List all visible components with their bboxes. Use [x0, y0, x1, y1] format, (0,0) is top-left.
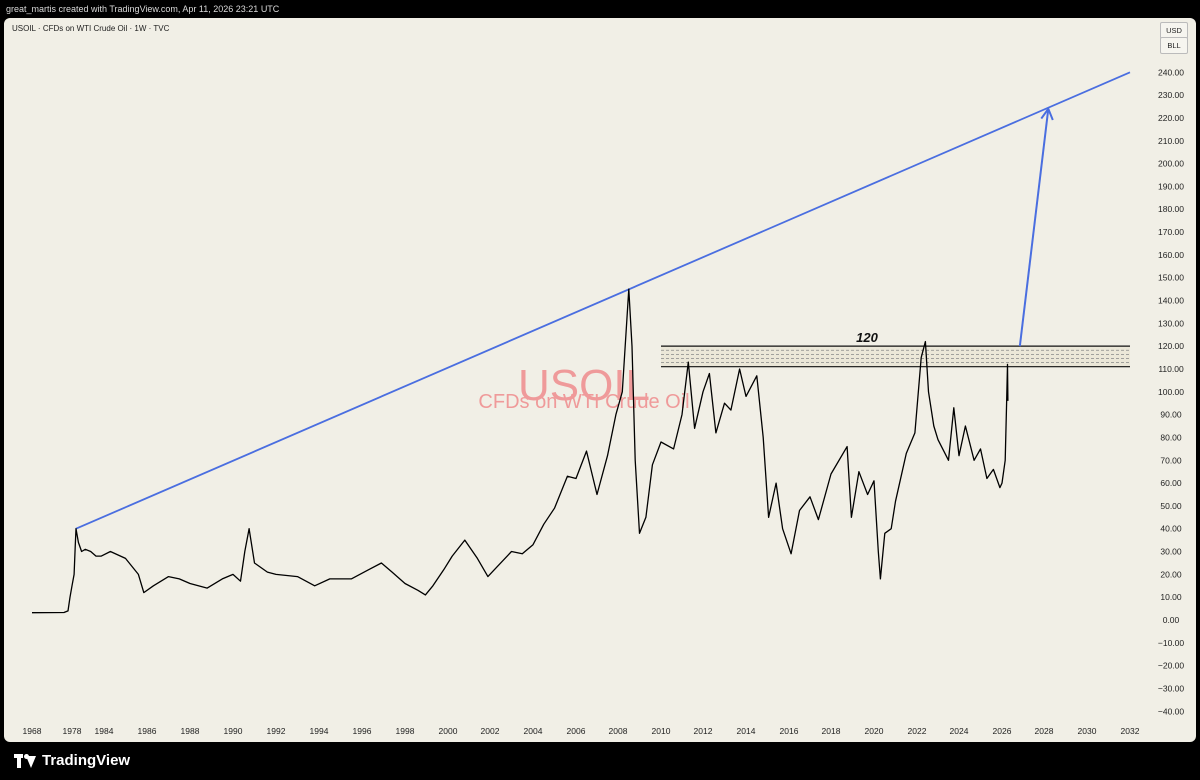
x-tick-label: 2020 — [865, 726, 884, 736]
y-tick-label: 210.00 — [1158, 136, 1184, 146]
projection-arrow-shaft — [1018, 108, 1050, 347]
x-tick-label: 1978 — [63, 726, 82, 736]
x-tick-label: 2010 — [652, 726, 671, 736]
attribution-text: great_martis created with TradingView.co… — [6, 4, 280, 14]
y-tick-label: 90.00 — [1160, 410, 1182, 420]
x-tick-label: 1968 — [23, 726, 42, 736]
x-tick-label: 2022 — [908, 726, 927, 736]
x-tick-label: 1984 — [95, 726, 114, 736]
x-tick-label: 2008 — [609, 726, 628, 736]
footer-bar: TradingView — [0, 742, 1200, 780]
y-tick-label: 240.00 — [1158, 67, 1184, 77]
y-tick-label: 220.00 — [1158, 113, 1184, 123]
y-tick-label: 150.00 — [1158, 273, 1184, 283]
y-tick-label: 70.00 — [1160, 455, 1182, 465]
y-tick-label: 30.00 — [1160, 547, 1182, 557]
x-tick-label: 2028 — [1035, 726, 1054, 736]
y-tick-label: 160.00 — [1158, 250, 1184, 260]
projection-arrow-head — [1040, 106, 1054, 121]
brand-name: TradingView — [42, 752, 131, 769]
y-tick-label: 40.00 — [1160, 524, 1182, 534]
y-tick-label: 190.00 — [1158, 181, 1184, 191]
x-tick-label: 2032 — [1121, 726, 1140, 736]
resistance-zone — [661, 346, 1130, 367]
x-tick-label: 1986 — [138, 726, 157, 736]
unit-button[interactable]: BLL — [1160, 37, 1188, 54]
y-tick-label: 180.00 — [1158, 204, 1184, 214]
y-tick-label: 60.00 — [1160, 478, 1182, 488]
y-tick-label: −30.00 — [1158, 683, 1185, 693]
x-tick-label: 1996 — [353, 726, 372, 736]
watermark-symbol: USOIL — [518, 361, 650, 410]
y-tick-label: 80.00 — [1160, 432, 1182, 442]
x-tick-label: 2014 — [737, 726, 756, 736]
tradingview-logo-icon — [14, 753, 36, 768]
y-tick-label: 130.00 — [1158, 318, 1184, 328]
x-tick-label: 2026 — [993, 726, 1012, 736]
y-tick-label: 120.00 — [1158, 341, 1184, 351]
y-tick-label: 10.00 — [1160, 592, 1182, 602]
x-tick-label: 2000 — [439, 726, 458, 736]
level-label: 120 — [856, 330, 878, 345]
attribution-bar: great_martis created with TradingView.co… — [0, 0, 1200, 18]
x-tick-label: 1990 — [224, 726, 243, 736]
y-tick-label: 140.00 — [1158, 296, 1184, 306]
y-tick-label: 20.00 — [1160, 569, 1182, 579]
trendline — [75, 71, 1131, 530]
y-tick-label: 170.00 — [1158, 227, 1184, 237]
y-tick-label: 50.00 — [1160, 501, 1182, 511]
x-tick-label: 2004 — [524, 726, 543, 736]
y-tick-label: 0.00 — [1163, 615, 1180, 625]
x-tick-label: 1992 — [267, 726, 286, 736]
x-tick-label: 2018 — [822, 726, 841, 736]
x-tick-label: 2030 — [1078, 726, 1097, 736]
y-tick-label: 200.00 — [1158, 159, 1184, 169]
tradingview-brand[interactable]: TradingView — [14, 752, 130, 769]
y-tick-label: −10.00 — [1158, 638, 1185, 648]
y-tick-label: 230.00 — [1158, 90, 1184, 100]
x-tick-label: 2016 — [780, 726, 799, 736]
y-tick-label: −40.00 — [1158, 706, 1185, 716]
x-tick-label: 1988 — [181, 726, 200, 736]
price-line — [31, 288, 1009, 614]
x-tick-label: 1994 — [310, 726, 329, 736]
x-tick-label: 2002 — [481, 726, 500, 736]
symbol-legend: USOIL · CFDs on WTI Crude Oil · 1W · TVC — [12, 24, 170, 33]
y-tick-label: 110.00 — [1158, 364, 1184, 374]
y-tick-label: 100.00 — [1158, 387, 1184, 397]
x-tick-label: 2006 — [567, 726, 586, 736]
watermark-description: CFDs on WTI Crude Oil — [478, 391, 689, 413]
x-tick-label: 1998 — [396, 726, 415, 736]
x-tick-label: 2024 — [950, 726, 969, 736]
x-tick-label: 2012 — [694, 726, 713, 736]
y-tick-label: −20.00 — [1158, 661, 1185, 671]
chart-panel[interactable]: USOIL CFDs on WTI Crude Oil 240.00 230.00 22… — [4, 18, 1196, 742]
